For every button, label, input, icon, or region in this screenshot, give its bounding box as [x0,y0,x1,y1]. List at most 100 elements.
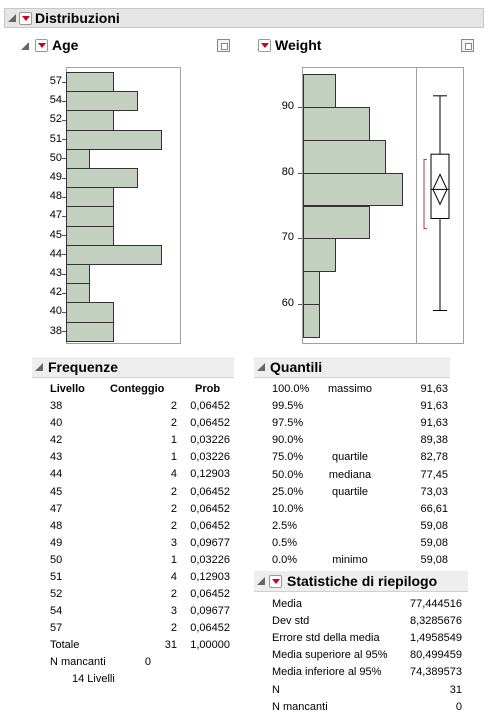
weight-bar [303,73,337,108]
age-tick-mark [62,312,66,313]
freq-level-cell: 45 [50,485,63,498]
weight-tick-mark [298,172,302,174]
weight-tick-label: 90 [281,99,294,112]
age-tick-mark [62,254,66,256]
disclosure-triangle-icon[interactable] [257,363,266,372]
freq-prob-cell: 0,06452 [190,485,230,498]
quantile-value-cell: 66,61 [420,502,448,515]
age-bar [66,72,114,93]
quantile-value-cell: 59,08 [420,554,448,566]
summary-value-cell: 74,389573 [410,666,462,679]
summary-header: Statistiche di riepilogo [254,571,468,592]
quantile-pct-cell: 97.5% [272,417,304,430]
quantile-value-cell: 91,63 [420,383,448,395]
age-bar [66,187,114,208]
freq-count-cell: 3 [170,605,177,618]
age-tick-mark [62,273,66,275]
freq-prob-cell: 0,12903 [190,571,230,583]
freq-col-prob: Prob [195,383,221,395]
quantile-value-cell: 91,63 [420,400,448,413]
freq-count-cell: 1 [170,451,177,464]
quantile-value-cell: 89,38 [420,434,448,447]
summary-value-cell: 8,3285676 [410,615,462,628]
freq-level-cell: 43 [50,451,63,464]
age-tick-mark [62,100,66,102]
freq-prob-cell: 0,06452 [190,519,230,532]
freq-total-prob: 1,00000 [190,639,230,651]
freq-level-cell: 38 [50,400,63,412]
age-bar [66,168,138,189]
boxplot-box [430,153,450,219]
freq-missing-label: N mancanti [50,656,106,668]
summary-title: Statistiche di riepilogo [287,573,438,589]
freq-title: Frequenze [48,359,119,375]
weight-bar [303,139,387,174]
age-bar [66,264,90,285]
age-tick-label: 49 [49,171,62,183]
weight-boxplot [423,95,450,311]
freq-level-cell: 47 [50,502,63,515]
quantiles-title: Quantili [270,359,323,375]
weight-bar [303,205,370,240]
copy-frame-icon[interactable] [461,39,474,52]
summary-label-cell: N [272,683,280,696]
age-tick-label: 48 [49,190,62,203]
age-tick-mark [62,216,66,217]
freq-level-cell: 57 [50,622,63,635]
quantile-value-cell: 91,63 [420,417,448,430]
copy-frame-icon[interactable] [217,39,230,52]
red-triangle-menu-button[interactable] [19,12,32,25]
freq-prob-cell: 0,06452 [190,622,230,635]
age-bar [66,148,90,169]
age-tick-label: 52 [49,113,62,126]
quantile-pct-cell: 100.0% [272,383,310,395]
age-bar [66,206,114,227]
age-bar [66,283,90,304]
freq-prob-cell: 0,06452 [190,400,230,412]
quantile-pct-cell: 75.0% [272,451,304,464]
age-tick-label: 47 [49,209,62,222]
red-triangle-menu-button[interactable] [269,575,282,588]
weight-tick-label: 80 [281,165,294,178]
weight-bar [303,106,370,141]
age-bar [66,302,114,323]
summary-value-cell: 31 [449,683,462,696]
freq-count-cell: 2 [170,485,177,498]
age-tick-mark [62,292,66,294]
red-triangle-menu-button[interactable] [258,39,271,52]
age-tick-mark [62,120,66,121]
quantile-pct-cell: 50.0% [272,468,304,481]
disclosure-triangle-icon[interactable] [8,14,17,23]
summary-label-cell: Media [272,598,302,610]
age-tick-mark [62,235,66,237]
age-bar [66,129,162,150]
disclosure-triangle-icon[interactable] [257,577,266,586]
quantile-value-cell: 59,08 [420,536,448,549]
freq-col-count: Conteggio [110,383,165,395]
red-triangle-menu-button[interactable] [35,39,48,52]
age-tick-mark [62,139,66,141]
freq-count-cell: 2 [170,400,177,412]
disclosure-triangle-icon[interactable] [21,42,30,51]
quantile-pct-cell: 0.0% [272,554,298,566]
report-header: Distribuzioni [4,8,484,28]
freq-count-cell: 2 [170,502,177,515]
quantiles-header: Quantili [254,357,450,378]
age-tick-label: 40 [49,305,62,318]
summary-label-cell: N mancanti [272,700,328,713]
freq-prob-cell: 0,06452 [190,417,230,430]
freq-level-cell: 50 [50,553,63,566]
quantile-name-cell: mediana [328,468,372,481]
quantile-pct-cell: 0.5% [272,536,298,549]
age-tick-label: 51 [49,132,62,145]
freq-prob-cell: 0,12903 [190,468,230,481]
report-title: Distribuzioni [35,10,120,26]
freq-count-cell: 4 [170,468,177,481]
age-bar [66,225,114,246]
age-tick-label: 44 [49,247,62,260]
quantile-pct-cell: 2.5% [272,519,298,532]
freq-total-label: Totale [50,639,80,651]
freq-level-cell: 49 [50,536,63,549]
disclosure-triangle-icon[interactable] [35,363,44,372]
weight-tick-mark [298,238,302,240]
